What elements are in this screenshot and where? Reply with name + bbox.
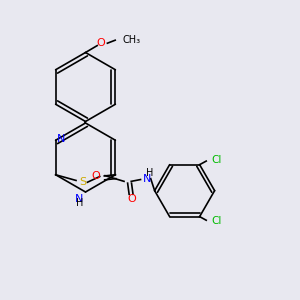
Text: N: N [57,134,65,144]
Text: Cl: Cl [211,155,221,165]
Text: H: H [76,198,83,208]
Text: O: O [96,38,105,48]
Text: S: S [79,177,86,187]
Text: H: H [146,168,153,178]
Text: Cl: Cl [211,216,221,226]
Text: O: O [92,171,100,181]
Text: N: N [75,194,84,204]
Text: O: O [127,194,136,204]
Text: CH₃: CH₃ [123,34,141,45]
Text: N: N [143,174,151,184]
